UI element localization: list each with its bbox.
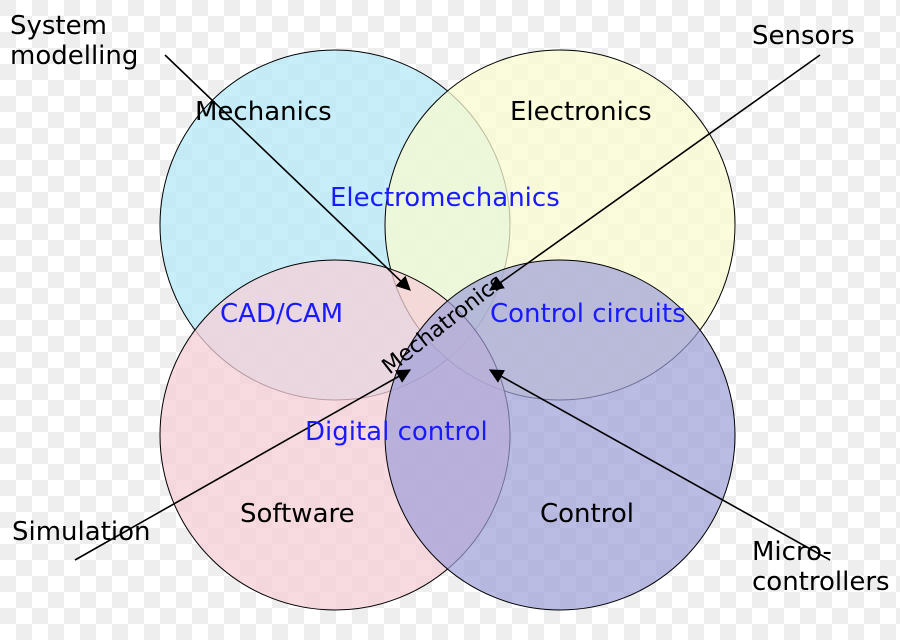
label-sensors: Sensors bbox=[752, 22, 855, 52]
label-digital-control: Digital control bbox=[305, 418, 488, 448]
label-microcontrollers: Micro- controllers bbox=[752, 538, 890, 598]
label-mechanics: Mechanics bbox=[195, 98, 332, 128]
label-simulation: Simulation bbox=[12, 518, 151, 548]
label-software: Software bbox=[240, 500, 355, 530]
label-control: Control bbox=[540, 500, 634, 530]
label-cadcam: CAD/CAM bbox=[220, 300, 343, 330]
label-control-circuits: Control circuits bbox=[490, 300, 686, 330]
label-electromechanics: Electromechanics bbox=[330, 184, 560, 214]
label-system-modelling: System modelling bbox=[10, 12, 138, 72]
label-electronics: Electronics bbox=[510, 98, 652, 128]
